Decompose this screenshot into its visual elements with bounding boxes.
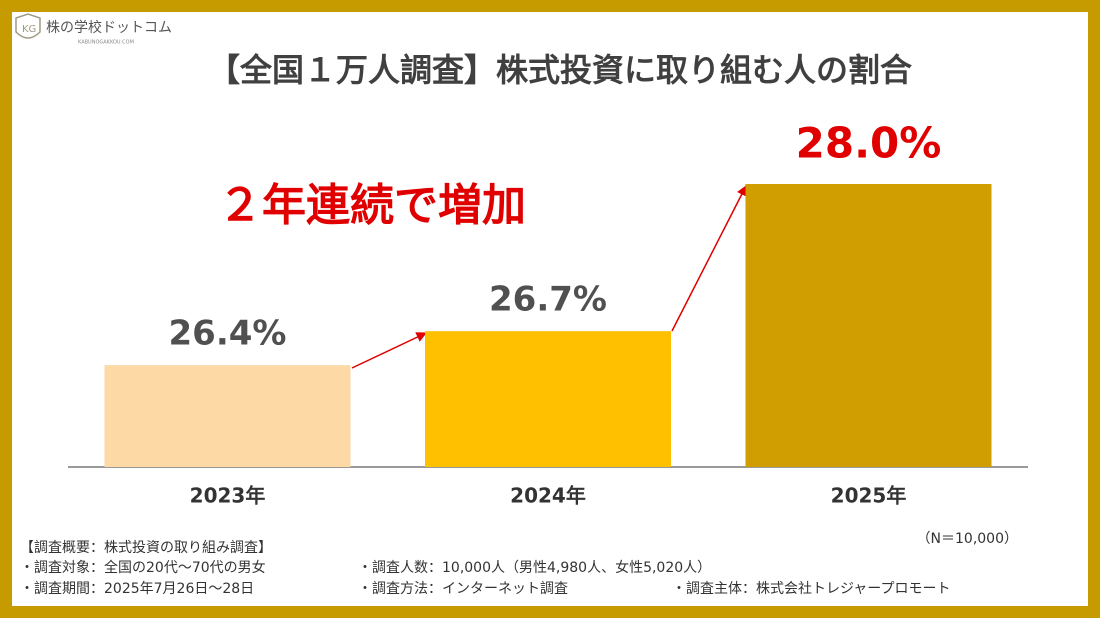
bar bbox=[425, 331, 671, 467]
logo: KG 株の学校ドットコム KABUNOGAKKOU.COM bbox=[15, 13, 172, 46]
footnote: ・調査人数：10,000人（男性4,980人、女性5,020人） bbox=[358, 559, 711, 576]
logo-text: 株の学校ドットコム bbox=[46, 19, 172, 36]
x-tick-label: 2024年 bbox=[510, 484, 586, 508]
footnote: 【調査概要：株式投資の取り組み調査】 bbox=[20, 540, 272, 556]
logo-url: KABUNOGAKKOU.COM bbox=[78, 40, 134, 46]
arrow bbox=[351, 332, 427, 369]
value-label: 26.4% bbox=[169, 314, 287, 354]
arrow bbox=[671, 185, 747, 332]
footnote: ・調査方法：インターネット調査 bbox=[358, 581, 568, 597]
footnote: ・調査期間：2025年7月26日～28日 bbox=[20, 581, 254, 597]
bar bbox=[745, 184, 992, 467]
logo-icon bbox=[15, 13, 41, 39]
annotation: ２年連続で増加 bbox=[218, 180, 526, 231]
bar bbox=[104, 365, 351, 467]
value-label: 26.7% bbox=[489, 280, 607, 320]
chart-title: 【全国１万人調査】株式投資に取り組む人の割合 bbox=[208, 51, 912, 89]
x-tick-label: 2023年 bbox=[190, 484, 266, 508]
x-tick-label: 2025年 bbox=[831, 484, 907, 508]
footnote: ・調査主体：株式会社トレジャープロモート bbox=[672, 581, 950, 597]
logo-mark: KG bbox=[22, 24, 36, 35]
value-label: 28.0% bbox=[796, 119, 942, 168]
footnote: ・調査対象：全国の20代～70代の男女 bbox=[20, 559, 266, 576]
sample-note: （N＝10,000） bbox=[917, 531, 1018, 547]
